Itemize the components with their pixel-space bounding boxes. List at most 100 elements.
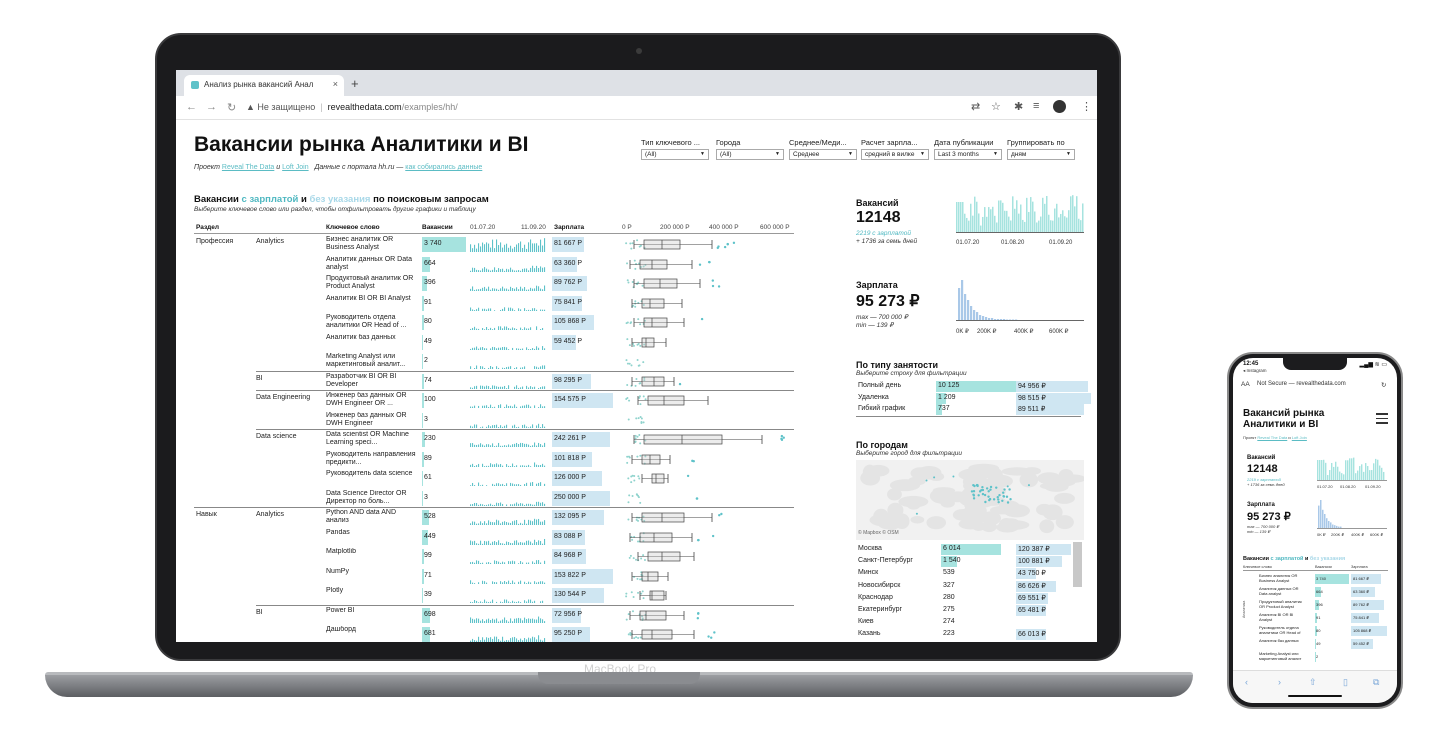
row-keyword[interactable]: Marketing Analyst или маркетинговый анал… [326, 353, 406, 368]
row-keyword[interactable]: Data scientist OR Machine Learning speci… [326, 431, 409, 446]
row-keyword[interactable]: Руководитель направления предикти... [326, 450, 416, 466]
table-row[interactable]: Pandas 449 83 088 Р [194, 528, 794, 548]
row-keyword[interactable]: Дашборд [326, 626, 356, 633]
table-row[interactable]: Plotly 39 130 544 Р [194, 586, 794, 606]
row-group[interactable]: Data Engineering [256, 394, 311, 401]
iphone-vacancies-sparkline[interactable] [1317, 450, 1387, 482]
table-row[interactable]: Matplotlib 99 84 968 Р [194, 547, 794, 567]
employment-row[interactable]: Гибкий график 737 89 511 ₽ [856, 404, 1084, 415]
row-keyword[interactable]: Power BI [326, 606, 355, 614]
row-keyword[interactable]: Matplotlib [326, 548, 356, 555]
table-row[interactable]: Инженер баз данных OR DWH Engineer 3 [194, 411, 794, 431]
city-row[interactable]: Краснодар 280 69 551 ₽ [856, 592, 1071, 604]
row-keyword[interactable]: Бизнес аналитик OR Business Analyst [326, 236, 394, 251]
row-keyword[interactable]: Аналитик данных OR Data analyst [326, 255, 412, 271]
filter-select[interactable]: Last 3 months ▼ [934, 149, 1002, 160]
row-group[interactable]: BI [256, 374, 263, 382]
employment-row[interactable]: Удаленка 1 209 98 515 ₽ [856, 392, 1091, 404]
filter-select[interactable]: (All) ▼ [716, 149, 784, 160]
iphone-table-row[interactable]: Аналитик баз данных 49 59 452 ₽ [1243, 638, 1388, 650]
row-keyword[interactable]: Аналитик BI OR BI Analyst [326, 294, 411, 302]
filter-select[interactable]: средний в вилке ▼ [861, 149, 929, 160]
table-row[interactable]: Профессия Analytics Бизнес аналитик OR Bus… [194, 235, 794, 255]
iphone-reload-icon[interactable]: ↻ [1381, 382, 1387, 389]
iphone-table-row[interactable]: Аналитик BI OR BI Analyst 91 75 841 ₽ [1243, 612, 1388, 624]
iphone-url-bar[interactable]: AA Not Secure — revealthedata.com ↻ [1239, 378, 1391, 392]
row-keyword[interactable]: Python AND data AND анализ [326, 509, 397, 524]
vacancies-sparkline[interactable] [956, 188, 1084, 236]
text-size-icon[interactable]: AA [1241, 381, 1250, 388]
reading-list-icon[interactable]: ≡ [1033, 100, 1040, 112]
city-row[interactable]: Киев 274 [856, 617, 1071, 628]
city-row[interactable]: Санкт-Петербург 1 540 100 881 ₽ [856, 556, 1071, 568]
row-keyword[interactable]: Инженер баз данных OR DWH Engineer [326, 411, 407, 427]
table-row[interactable]: Аналитик BI OR BI Analyst 91 75 841 Р [194, 294, 794, 314]
new-tab-button[interactable]: + [351, 76, 359, 91]
hamburger-menu-icon[interactable] [1376, 413, 1388, 427]
row-section[interactable]: Профессия [196, 238, 234, 245]
table-row[interactable]: Data Engineering Инженер баз данных OR DW… [194, 391, 794, 411]
city-row[interactable]: Новосибирск 327 86 626 ₽ [856, 580, 1071, 592]
star-icon[interactable]: ☆ [991, 101, 1001, 113]
browser-tab[interactable]: Анализ рынка вакансий Анал × [184, 75, 344, 96]
table-row[interactable]: Дашборд 681 95 250 Р [194, 625, 794, 642]
iphone-table-row[interactable]: Продуктовый аналитик OR Product Analyst 3… [1243, 599, 1388, 611]
reveal-the-data-link[interactable]: Reveal The Data [221, 164, 275, 171]
row-group[interactable]: Analytics [256, 511, 285, 518]
loft-join-link[interactable]: Loft Join [282, 164, 309, 171]
forward-icon[interactable]: → [206, 101, 217, 113]
table-row[interactable]: Аналитик баз данных 49 59 452 Р [194, 333, 794, 353]
table-row[interactable]: NumPy 71 153 822 Р [194, 567, 794, 587]
table-row[interactable]: Marketing Analyst или маркетинговый анал… [194, 352, 794, 372]
iphone-table-row[interactable]: Аналитик данных OR Data analyst 664 63 360… [1243, 586, 1388, 598]
url-input[interactable]: ▲ Не защищено | revealthedata.com/exampl… [246, 102, 458, 112]
city-row[interactable]: Москва 6 014 120 387 ₽ [856, 544, 1071, 555]
extensions-icon[interactable]: ✱ [1014, 101, 1024, 113]
salary-histogram[interactable] [956, 278, 1084, 324]
row-keyword[interactable]: Руководитель отдела аналитики OR Head of… [326, 314, 407, 329]
reload-icon[interactable]: ↻ [227, 102, 237, 114]
translate-icon[interactable]: ⇄ [971, 101, 981, 113]
filter-select[interactable]: дням ▼ [1007, 149, 1075, 160]
table-row[interactable]: BI Разработчик BI OR BI Developer 74 98 295… [194, 372, 794, 392]
row-group[interactable]: Analytics [256, 238, 285, 245]
bookmarks-icon[interactable]: ▯ [1343, 677, 1348, 687]
row-keyword[interactable]: Разработчик BI OR BI Developer [326, 372, 397, 388]
city-row[interactable]: Казань 223 66 013 ₽ [856, 629, 1071, 641]
share-icon[interactable]: ⇧ [1309, 677, 1317, 687]
table-row[interactable]: BI Power BI 698 72 956 Р [194, 606, 794, 626]
table-row[interactable]: Аналитик данных OR Data analyst 664 63 360… [194, 255, 794, 275]
row-keyword[interactable]: Pandas [326, 528, 350, 536]
iphone-table-row[interactable]: Marketing Analyst или маркетинговый анал… [1243, 651, 1388, 663]
row-keyword[interactable]: Продуктовый аналитик OR Product Analyst [326, 275, 414, 290]
cities-scrollbar[interactable] [1073, 542, 1082, 587]
table-row[interactable]: Руководитель отдела аналитики OR Head of… [194, 313, 794, 333]
city-row[interactable]: Екатеринбург 275 65 481 ₽ [856, 605, 1071, 616]
table-row[interactable]: Продуктовый аналитик OR Product Analyst 3… [194, 274, 794, 294]
row-keyword[interactable]: Инженер баз данных OR DWH Engineer OR ..… [326, 392, 407, 407]
iphone-back-link[interactable]: ◂ Instagram [1243, 368, 1267, 373]
row-keyword[interactable]: Руководитель data science [326, 470, 413, 477]
iphone-table-row[interactable]: Бизнес аналитик OR Business Analyst 3 740… [1243, 573, 1388, 585]
row-keyword[interactable]: Data Science Director OR Директор по бол… [326, 489, 407, 505]
row-group[interactable]: BI [256, 608, 263, 616]
iphone-back-icon[interactable]: ‹ [1245, 677, 1248, 687]
city-map[interactable]: © Mapbox © OSM [856, 460, 1084, 540]
row-keyword[interactable]: Plotly [326, 587, 344, 594]
tabs-icon[interactable]: ⧉ [1373, 677, 1380, 687]
table-row[interactable]: Навык Analytics Python AND data AND анализ… [194, 508, 794, 528]
how-data-collected-link[interactable]: как собирались данные [405, 164, 483, 171]
employment-row[interactable]: Полный день 10 125 94 956 ₽ [856, 381, 1088, 392]
row-keyword[interactable]: NumPy [326, 567, 349, 575]
back-icon[interactable]: ← [186, 101, 197, 113]
iphone-table-row[interactable]: Руководитель отдела аналитики OR Head of… [1243, 625, 1388, 637]
filter-select[interactable]: (All) ▼ [641, 149, 709, 160]
table-row[interactable]: Data science Data scientist OR Machine Le… [194, 430, 794, 450]
iphone-salary-histogram[interactable] [1317, 498, 1387, 530]
table-row[interactable]: Data Science Director OR Директор по бол… [194, 489, 794, 509]
iphone-forward-icon[interactable]: › [1278, 677, 1281, 687]
close-tab-icon[interactable]: × [332, 79, 338, 89]
row-keyword[interactable]: Аналитик баз данных [326, 333, 396, 341]
row-group[interactable]: Data science [256, 433, 297, 440]
row-section[interactable]: Навык [196, 511, 217, 518]
